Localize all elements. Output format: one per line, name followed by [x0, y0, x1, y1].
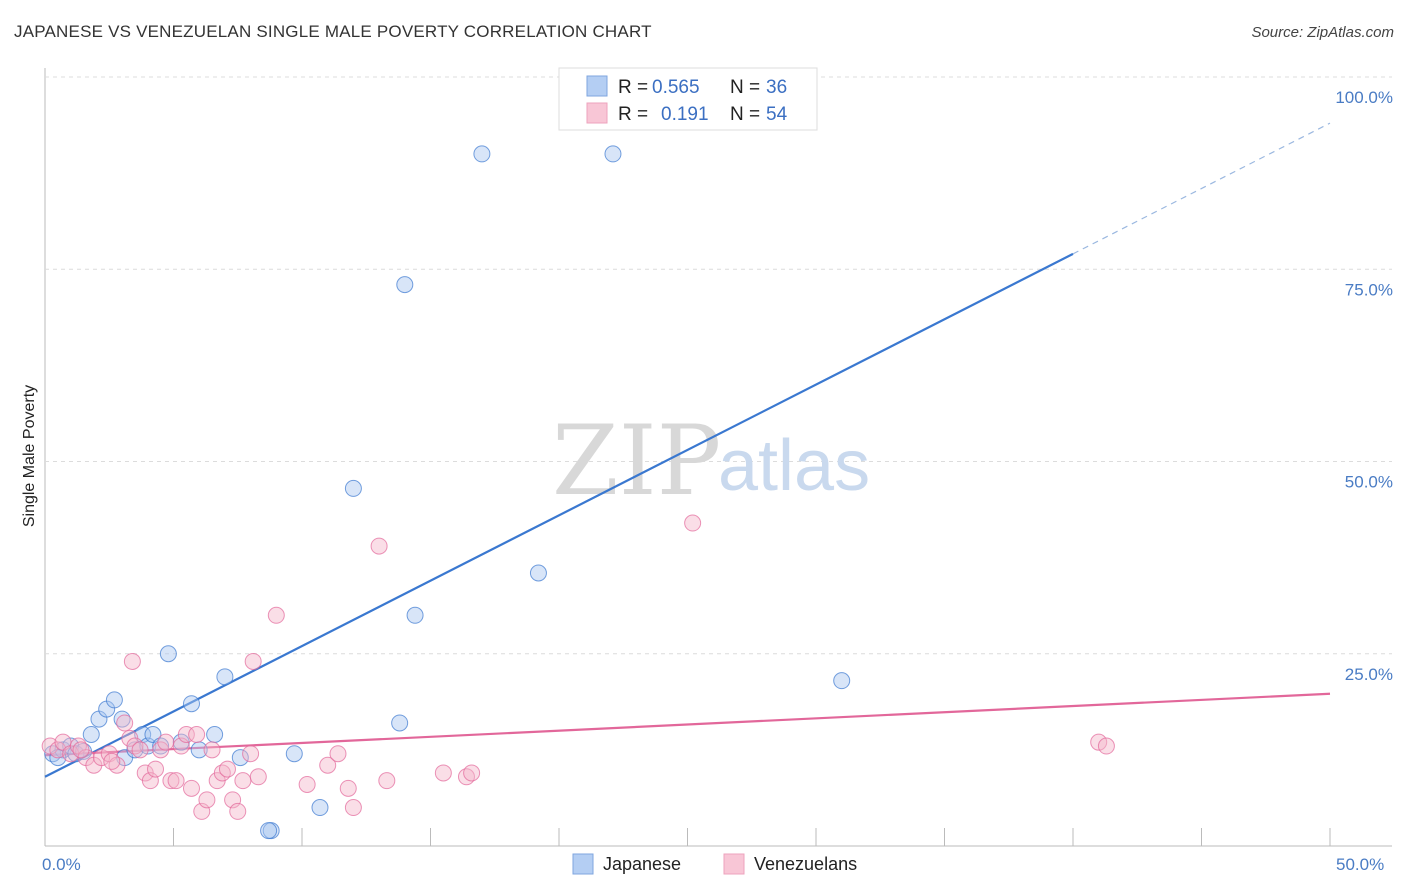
point-venezuelans-50	[1090, 733, 1108, 751]
point-venezuelans-48	[463, 764, 481, 782]
point-venezuelans-20	[162, 772, 180, 790]
legend-r-label-2: R =	[618, 104, 648, 125]
legend-r-label-1: R =	[618, 77, 648, 98]
legend-swatch-venezuelans	[586, 102, 608, 124]
point-japanese-5	[82, 725, 100, 743]
point-venezuelans-0	[41, 737, 59, 755]
point-venezuelans-31	[218, 760, 236, 778]
bottom-legend-swatch-venezuelans	[723, 853, 745, 875]
trend-line-japanese	[44, 252, 1074, 778]
x-tick-label-min: 0.0%	[42, 855, 81, 874]
point-venezuelans-40	[319, 756, 337, 774]
point-venezuelans-24	[182, 779, 200, 797]
trend-lines	[44, 122, 1331, 778]
point-venezuelans-33	[229, 802, 247, 820]
point-venezuelans-13	[123, 652, 141, 670]
chart-title: JAPANESE VS VENEZUELAN SINGLE MALE POVER…	[14, 22, 652, 41]
point-venezuelans-42	[339, 779, 357, 797]
point-japanese-31	[529, 564, 547, 582]
y-axis-label: Single Male Poverty	[21, 385, 38, 527]
legend-r-value-1: 0.565	[652, 77, 700, 98]
point-japanese-30	[473, 145, 491, 163]
bottom-legend: Japanese Venezuelans	[572, 853, 857, 875]
legend-n-value-1: 36	[766, 77, 787, 98]
point-venezuelans-17	[147, 760, 165, 778]
point-venezuelans-10	[116, 714, 134, 732]
point-venezuelans-44	[370, 537, 388, 555]
point-venezuelans-21	[167, 772, 185, 790]
point-japanese-34	[260, 822, 278, 840]
point-japanese-20	[206, 725, 224, 743]
point-venezuelans-36	[244, 652, 262, 670]
point-japanese-29	[406, 606, 424, 624]
trend-extension-japanese	[1072, 122, 1331, 255]
watermark-zip: ZIP	[552, 405, 721, 517]
point-venezuelans-23	[177, 725, 195, 743]
point-venezuelans-51	[1097, 737, 1115, 755]
point-venezuelans-38	[267, 606, 285, 624]
point-japanese-21	[216, 668, 234, 686]
point-japanese-25	[311, 799, 329, 817]
watermark-atlas: atlas	[718, 426, 870, 506]
legend-n-value-2: 54	[766, 104, 788, 125]
point-japanese-26	[344, 479, 362, 497]
point-japanese-28	[396, 276, 414, 294]
point-venezuelans-39	[298, 775, 316, 793]
point-japanese-18	[182, 695, 200, 713]
point-venezuelans-53	[103, 752, 121, 770]
y-tick-label-25: 25.0%	[1345, 665, 1393, 684]
legend-r-value-2: 0.191	[661, 104, 709, 125]
point-venezuelans-28	[203, 741, 221, 759]
y-tick-label-100: 100.0%	[1335, 88, 1393, 107]
legend-swatch-japanese	[586, 75, 608, 97]
trend-line-venezuelans	[44, 692, 1331, 757]
point-venezuelans-49	[684, 514, 702, 532]
point-venezuelans-7	[93, 749, 111, 767]
point-venezuelans-46	[434, 764, 452, 782]
point-venezuelans-35	[242, 745, 260, 763]
point-japanese-33	[833, 672, 851, 690]
gridlines	[45, 76, 1392, 655]
data-points	[41, 145, 1115, 840]
point-japanese-32	[604, 145, 622, 163]
legend-n-label-2: N =	[730, 104, 760, 125]
bottom-legend-swatch-japanese	[572, 853, 594, 875]
point-japanese-8	[105, 691, 123, 709]
bottom-legend-japanese: Japanese	[603, 854, 681, 874]
y-tick-label-75: 75.0%	[1345, 280, 1393, 299]
y-tick-labels: 100.0% 75.0% 50.0% 25.0%	[1335, 88, 1393, 684]
point-japanese-22	[231, 749, 249, 767]
point-venezuelans-19	[157, 733, 175, 751]
point-japanese-24	[285, 745, 303, 763]
point-venezuelans-34	[234, 772, 252, 790]
point-venezuelans-37	[249, 768, 267, 786]
point-japanese-15	[159, 645, 177, 663]
bottom-legend-venezuelans: Venezuelans	[754, 854, 857, 874]
point-venezuelans-45	[378, 772, 396, 790]
y-tick-label-50: 50.0%	[1345, 473, 1393, 492]
point-venezuelans-25	[188, 725, 206, 743]
point-venezuelans-14	[131, 741, 149, 759]
point-venezuelans-43	[344, 799, 362, 817]
point-venezuelans-27	[198, 791, 216, 809]
x-tick-marks	[44, 828, 1331, 846]
x-tick-label-max: 50.0%	[1336, 855, 1384, 874]
legend-n-label-1: N =	[730, 77, 760, 98]
legend-box: R = 0.565 N = 36 R = 0.191 N = 54	[558, 67, 818, 131]
source-label: Source: ZipAtlas.com	[1251, 24, 1394, 41]
point-venezuelans-52	[72, 741, 90, 759]
point-japanese-27	[391, 714, 409, 732]
point-venezuelans-41	[329, 745, 347, 763]
